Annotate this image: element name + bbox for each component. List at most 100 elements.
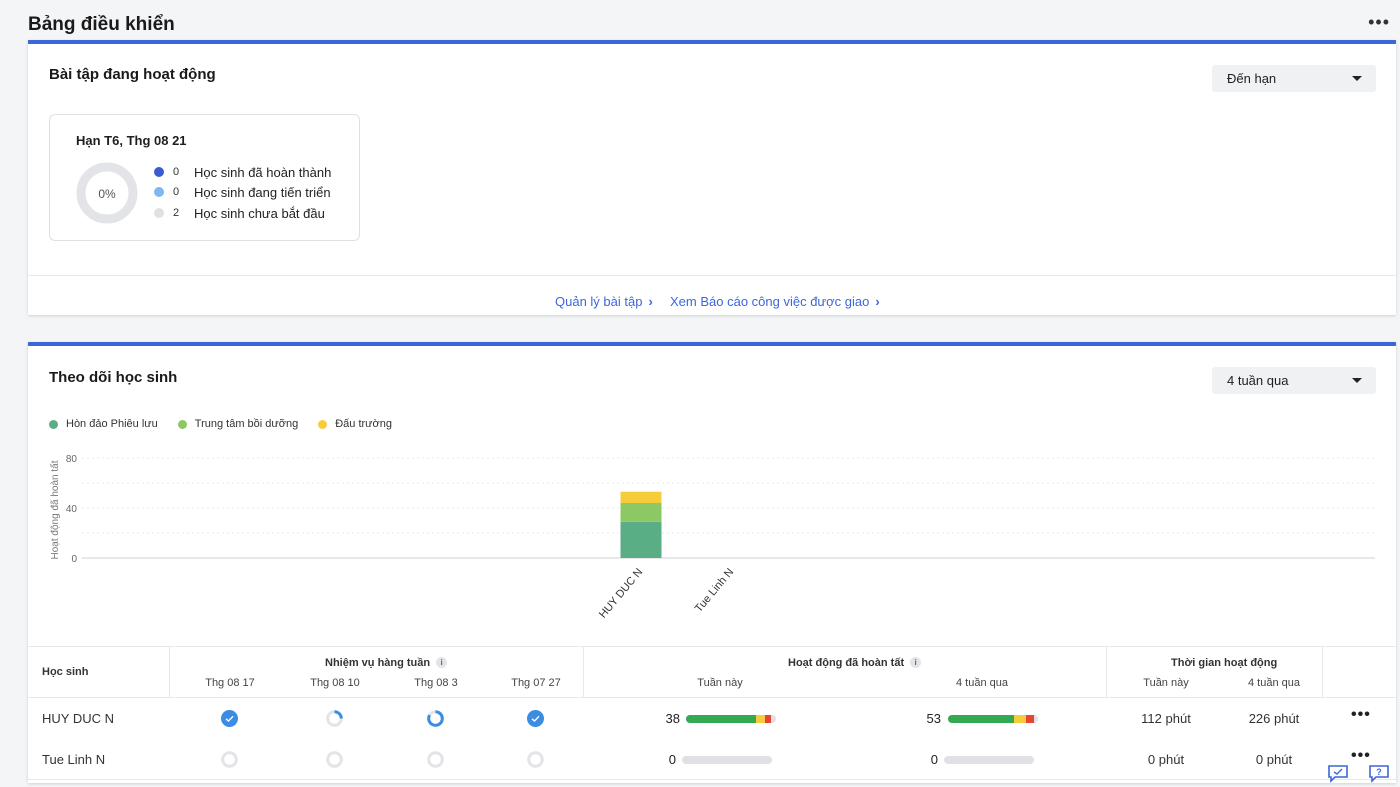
table-header-border [28,697,1396,698]
header-week-1: Thg 08 17 [205,677,255,689]
student-table: Học sinh Nhiệm vụ hàng tuần i Thg 08 17 T… [28,646,1396,787]
y-tick-label: 40 [66,504,78,515]
legend-label: Trung tâm bồi dưỡng [194,418,299,430]
not-started-count: 2 [172,207,180,219]
feedback-icon[interactable] [1327,764,1349,783]
time-week: 0 phút [1147,752,1185,767]
legend-item-training-center[interactable]: Trung tâm bồi dưỡng [177,418,299,430]
legend-swatch [177,419,187,429]
chevron-right-icon: › [875,294,880,309]
assignment-report-link[interactable]: Xem Báo cáo công việc được giao › [670,294,880,309]
period-filter-value: 4 tuần qua [1227,373,1289,388]
activity-bar-chart: 80 40 0 Hoạt động đã hoàn tất HUY DUC N Tue L… [49,454,1375,621]
active-assignments-card: Bài tập đang hoạt động Đến hạn Hạn T6, T… [28,40,1396,315]
student-tracking-title: Theo dõi học sinh [49,369,178,386]
table-top-border [28,646,1396,647]
due-filter-value: Đến hạn [1227,71,1277,86]
legend-swatch [49,419,58,429]
not-started-label: Học sinh chưa bắt đầu [194,205,325,221]
page-title: Bảng điều khiển [28,14,175,35]
header-time-4w: 4 tuần qua [1248,677,1300,689]
legend-completed: 0 Học sinh đã hoàn thành [154,164,331,180]
caret-down-icon [1352,378,1362,383]
legend-label: Đấu trường [335,418,392,430]
bar-segment [620,491,662,503]
caret-down-icon [1352,76,1362,81]
completed-label: Học sinh đã hoàn thành [194,164,332,180]
bar-segment [1026,715,1035,723]
help-icon[interactable]: ? [1368,764,1390,783]
activities-4w-bar [948,715,1038,723]
bar-segment [948,715,1014,723]
assignment-summary-box[interactable]: Hạn T6, Thg 08 21 0% 0 Học sinh đã hoàn … [49,114,360,241]
row-more-icon[interactable]: ••• [1351,747,1371,764]
completion-donut [76,162,138,224]
header-activities: Hoạt động đã hoàn tất i [788,657,922,669]
y-tick-label: 80 [66,454,78,465]
x-tick-label: HUY DUC N [597,566,645,620]
more-options-icon[interactable]: ••• [1368,12,1390,32]
in-progress-count: 0 [172,186,180,198]
task-in-progress-icon [427,710,444,727]
column-divider [583,646,584,697]
time-week: 112 phút [1141,711,1191,726]
due-filter-dropdown[interactable]: Đến hạn [1212,65,1376,92]
header-activities-week: Tuần này [697,677,743,689]
activities-week-bar [686,715,776,723]
header-week-4: Thg 07 27 [511,677,561,689]
legend-label: Hòn đảo Phiêu lưu [66,418,158,430]
assignment-report-label: Xem Báo cáo công việc được giao [670,294,870,309]
x-tick-label: Tue Linh N [693,566,737,615]
column-divider [1322,646,1323,697]
table-row-border [28,779,1396,780]
task-not-started-icon [527,751,544,768]
header-activities-4w: 4 tuần qua [956,677,1008,689]
chevron-right-icon: › [648,294,653,309]
activities-week-count: 38 [665,711,680,726]
header-week-2: Thg 08 10 [310,677,360,689]
legend-swatch [318,419,328,429]
bar-segment [756,715,766,723]
completion-percent: 0% [98,187,116,201]
header-weekly-tasks: Nhiệm vụ hàng tuần i [325,657,448,669]
student-name[interactable]: HUY DUC N [42,711,114,726]
completed-dot-icon [154,167,164,177]
in-progress-dot-icon [154,187,164,197]
task-not-started-icon [326,751,343,768]
column-divider [169,646,170,697]
activities-week-bar [682,756,772,764]
header-weekly-tasks-label: Nhiệm vụ hàng tuần [325,657,431,669]
info-icon[interactable]: i [910,657,922,668]
time-4w: 0 phút [1255,752,1293,767]
legend-item-arena[interactable]: Đấu trường [318,418,392,430]
column-divider [1106,646,1107,697]
legend-item-adventure-island[interactable]: Hòn đảo Phiêu lưu [49,418,158,430]
period-filter-dropdown[interactable]: 4 tuần qua [1212,367,1376,394]
task-complete-icon [527,710,544,727]
activities-4w-count: 53 [926,711,941,726]
svg-text:?: ? [1376,767,1382,777]
in-progress-label: Học sinh đang tiến triển [194,184,331,200]
task-complete-icon [221,710,238,727]
y-tick-label: 0 [71,554,77,565]
legend-in-progress: 0 Học sinh đang tiến triển [154,184,331,200]
student-name[interactable]: Tue Linh N [42,752,106,767]
bar-segment [620,521,662,558]
y-axis-label: Hoạt động đã hoàn tất [49,460,61,559]
legend-not-started: 2 Học sinh chưa bắt đầu [154,205,325,221]
bar-segment [765,715,771,723]
manage-assignments-link[interactable]: Quản lý bài tập › [555,294,653,309]
bar-segment [620,503,662,522]
not-started-dot-icon [154,208,164,218]
header-active-time: Thời gian hoạt động [1171,657,1278,669]
assignment-due-date: Hạn T6, Thg 08 21 [76,133,187,148]
header-time-week: Tuần này [1143,677,1189,689]
card-divider [28,275,1396,276]
manage-assignments-label: Quản lý bài tập [555,294,643,309]
header-student: Học sinh [42,666,89,678]
info-icon[interactable]: i [436,657,448,668]
page-header: Bảng điều khiển ••• [28,12,1396,40]
chart-legend: Hòn đảo Phiêu lưu Trung tâm bồi dưỡng Đấ… [49,418,412,430]
row-more-icon[interactable]: ••• [1351,706,1371,723]
activities-week-count: 0 [668,752,676,767]
